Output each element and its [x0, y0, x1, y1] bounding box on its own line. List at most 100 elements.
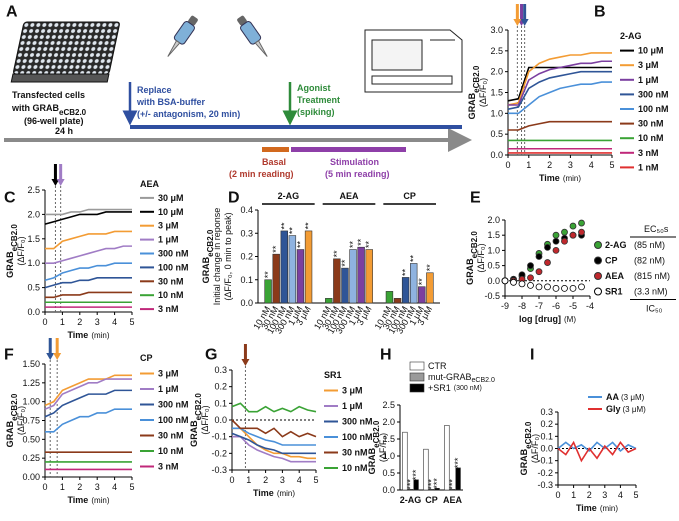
panel-label: I: [530, 347, 534, 364]
cells-text: (96-well plate): [24, 116, 84, 126]
x-tick-label: 4: [589, 160, 594, 170]
basal-text: Basal: [262, 157, 286, 167]
data-point: [561, 228, 568, 236]
bar: [449, 489, 456, 491]
x-axis-label: Time: [253, 488, 274, 498]
legend-title: AEA: [140, 179, 160, 189]
significance: **: [295, 241, 305, 249]
data-point: [510, 278, 517, 286]
replace-text: with BSA-buffer: [136, 97, 205, 107]
y-axis-label-sub: eCB2.0: [472, 65, 481, 93]
x-tick-label: -5: [569, 301, 577, 311]
significance: **: [364, 241, 374, 249]
significance: ***: [406, 479, 416, 490]
legend-label: 30 nM: [638, 119, 664, 129]
legend-header: IC₅₀: [646, 304, 663, 314]
legend-label: 10 μM: [158, 207, 184, 217]
data-point: [544, 259, 551, 266]
panel-label: F: [4, 347, 14, 364]
bar: [296, 249, 305, 304]
legend-header: EC₅₀s: [644, 224, 669, 234]
legend-label: 10 nM: [158, 290, 184, 300]
significance: **: [348, 241, 358, 249]
significance: ***: [427, 479, 437, 490]
legend-label: 3 nM: [158, 304, 179, 314]
y-tick-label: 1.5: [490, 88, 503, 98]
legend-label: 10 nM: [342, 463, 368, 473]
y-tick-label: 2.0: [382, 417, 395, 427]
y-axis-label-sub: eCB2.0: [206, 229, 215, 257]
y-tick-label: 1.0: [27, 258, 40, 268]
series-line: [231, 419, 317, 438]
bar: [426, 272, 434, 304]
legend-swatch: [409, 361, 425, 371]
x-axis-label: Time (min): [539, 173, 581, 183]
legend-swatch: [594, 287, 602, 296]
significance: **: [425, 264, 435, 272]
x-axis-label: Time: [539, 173, 560, 183]
y-tick-label: 1.5: [487, 230, 500, 240]
series-line: [44, 389, 132, 418]
legend-label: 30 μM: [158, 193, 184, 203]
legend-label: +SR1 (300 nM): [428, 383, 482, 393]
data-point: [569, 222, 577, 230]
legend-label: 3 nM: [158, 304, 179, 314]
significance: **: [263, 271, 273, 279]
stimulus-arrowhead: [520, 19, 529, 26]
x-axis-label: Time: [576, 503, 597, 513]
y-axis-label-sub: eCB2.0: [194, 393, 203, 421]
y-axis-label: GRAB: [189, 420, 199, 447]
legend-label: 10 nM: [158, 446, 184, 456]
series-line: [231, 402, 317, 413]
series-line: [232, 427, 316, 460]
x-tick-label: 0: [555, 490, 560, 500]
bar: [349, 249, 357, 304]
series-line: [44, 277, 132, 289]
x-tick-label: 3: [95, 317, 100, 327]
legend-label: 10 μM: [158, 207, 184, 217]
series-line: [508, 81, 612, 115]
stimulus-arrowhead: [241, 359, 250, 366]
y-axis-label: GRABeCB2.0: [5, 393, 19, 447]
x-tick-label: 0: [505, 160, 510, 170]
bar: [393, 298, 402, 304]
cells-text: with GRAB: [11, 103, 59, 113]
y-tick-label: -0.1: [537, 456, 553, 466]
x-tick-label: 4: [618, 490, 623, 500]
legend-label: 1 μM: [638, 75, 659, 85]
legend-note: (300 nM): [454, 385, 482, 392]
legend-label: 3 nM: [638, 148, 659, 158]
x-axis-label: Time (min): [253, 488, 295, 498]
legend-label: 1 μM: [158, 235, 179, 245]
cells-subscript: eCB2.0: [59, 108, 87, 117]
x-axis-label: Time: [67, 330, 88, 340]
group-label: 2-AG: [278, 191, 300, 201]
significance: **: [287, 227, 297, 235]
y-tick-label: 0.75: [22, 416, 40, 426]
x-tick-label: 5: [129, 317, 134, 327]
y-axis-label-sub: eCB2.0: [10, 224, 19, 252]
y-axis-label: GRABeCB2.0: [519, 421, 533, 475]
panel-label: H: [380, 347, 392, 364]
legend-label: 300 nM: [158, 249, 189, 259]
legend-label: 10 nM: [638, 133, 664, 143]
x-tick-label: -9: [501, 301, 509, 311]
y-tick-label: 1.5: [27, 234, 40, 244]
data-point: [544, 243, 551, 251]
legend-label: AA: [606, 392, 619, 402]
bar: [455, 467, 461, 491]
y-tick-label: 0.50: [22, 434, 40, 444]
bar: [428, 489, 435, 491]
x-axis-unit: (min): [277, 489, 296, 498]
data-point: [552, 284, 560, 292]
y-tick-label: 0.2: [240, 252, 253, 262]
significance: **: [409, 254, 419, 262]
bar: [280, 230, 288, 304]
legend-label: 300 nM: [158, 400, 189, 410]
y-axis-note: (ΔF/F₀): [378, 433, 388, 462]
bar: [402, 431, 408, 491]
x-tick-label: 1: [246, 475, 251, 485]
basal-bar: [262, 147, 289, 152]
y-axis-note: (ΔF/F₀): [200, 405, 210, 434]
series-line: [507, 70, 612, 110]
